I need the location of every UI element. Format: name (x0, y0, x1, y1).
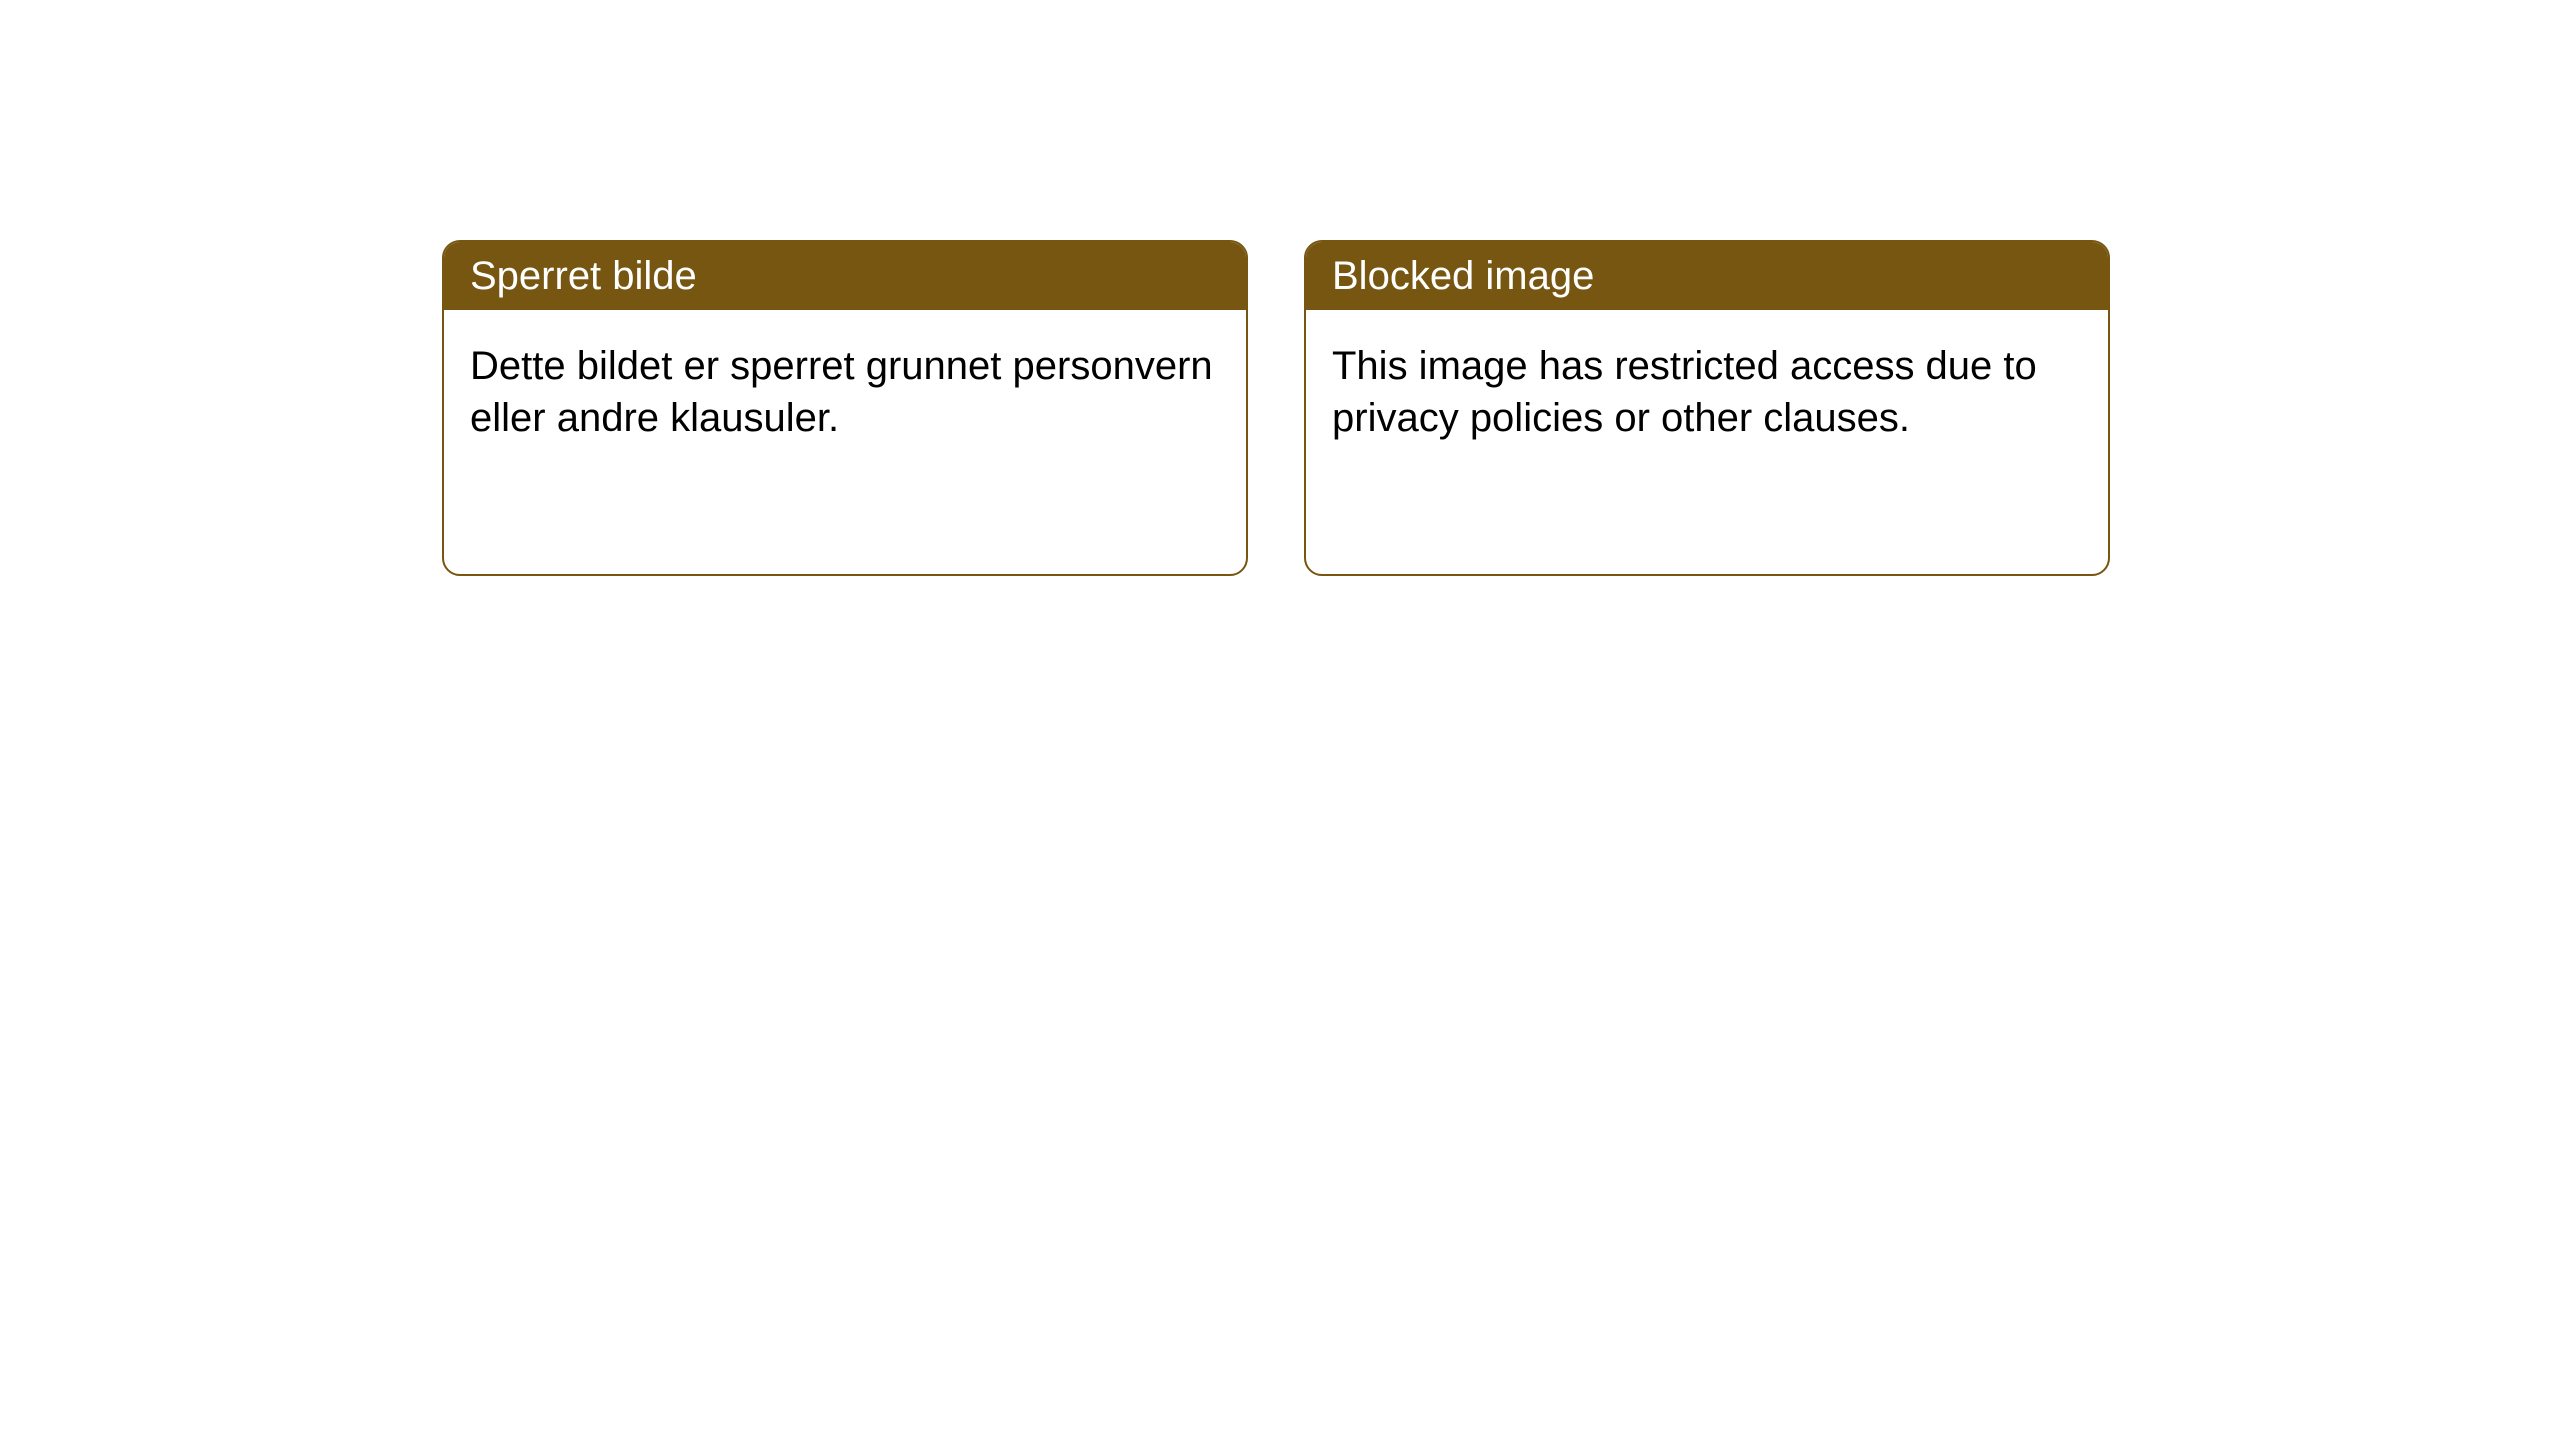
notice-box-english: Blocked image This image has restricted … (1304, 240, 2110, 576)
notice-body-text: This image has restricted access due to … (1332, 344, 2037, 440)
notice-header-text: Blocked image (1332, 254, 1594, 298)
notice-box-norwegian: Sperret bilde Dette bildet er sperret gr… (442, 240, 1248, 576)
notice-body: This image has restricted access due to … (1306, 310, 2108, 474)
notice-header: Sperret bilde (444, 242, 1246, 310)
notice-body: Dette bildet er sperret grunnet personve… (444, 310, 1246, 474)
notice-body-text: Dette bildet er sperret grunnet personve… (470, 344, 1213, 440)
notice-header-text: Sperret bilde (470, 254, 697, 298)
notice-header: Blocked image (1306, 242, 2108, 310)
